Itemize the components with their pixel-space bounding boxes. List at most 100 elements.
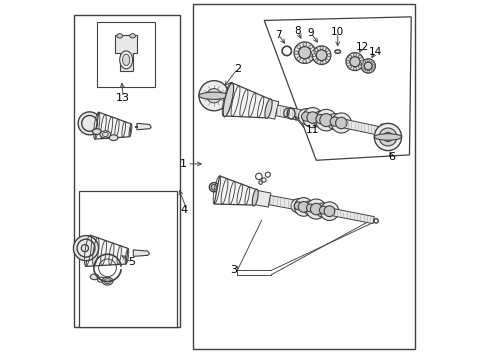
- Ellipse shape: [320, 202, 338, 221]
- Ellipse shape: [294, 202, 302, 210]
- Polygon shape: [137, 123, 151, 130]
- Ellipse shape: [315, 109, 336, 131]
- Ellipse shape: [319, 114, 332, 127]
- Ellipse shape: [373, 123, 401, 150]
- Ellipse shape: [319, 61, 323, 64]
- Ellipse shape: [120, 51, 132, 69]
- Ellipse shape: [102, 277, 113, 285]
- Ellipse shape: [199, 81, 228, 111]
- Ellipse shape: [361, 65, 363, 67]
- Polygon shape: [332, 209, 373, 224]
- Ellipse shape: [314, 49, 317, 51]
- Ellipse shape: [298, 109, 313, 125]
- Ellipse shape: [364, 62, 371, 70]
- Ellipse shape: [264, 99, 271, 118]
- Ellipse shape: [78, 112, 101, 135]
- Polygon shape: [264, 17, 410, 160]
- Text: 10: 10: [330, 27, 344, 37]
- Ellipse shape: [290, 199, 305, 213]
- Ellipse shape: [306, 204, 314, 212]
- Ellipse shape: [73, 235, 99, 261]
- Ellipse shape: [353, 53, 356, 56]
- Ellipse shape: [362, 69, 365, 71]
- Ellipse shape: [310, 203, 321, 215]
- Ellipse shape: [348, 55, 351, 58]
- Ellipse shape: [301, 112, 310, 121]
- Ellipse shape: [296, 45, 300, 49]
- Polygon shape: [115, 35, 137, 71]
- Ellipse shape: [334, 50, 340, 53]
- Text: 8: 8: [294, 26, 300, 36]
- Ellipse shape: [358, 55, 361, 58]
- Polygon shape: [219, 92, 238, 104]
- Text: 9: 9: [307, 28, 313, 38]
- Ellipse shape: [293, 42, 315, 63]
- Ellipse shape: [209, 183, 218, 192]
- Text: 12: 12: [355, 42, 368, 52]
- Text: 3: 3: [230, 265, 237, 275]
- Ellipse shape: [312, 111, 328, 127]
- Ellipse shape: [360, 59, 375, 73]
- Ellipse shape: [378, 128, 396, 146]
- Ellipse shape: [346, 60, 349, 63]
- Ellipse shape: [312, 46, 330, 64]
- Ellipse shape: [223, 83, 233, 117]
- Ellipse shape: [330, 113, 351, 133]
- Polygon shape: [85, 235, 128, 266]
- Ellipse shape: [100, 131, 110, 138]
- Text: 4: 4: [180, 206, 187, 216]
- Ellipse shape: [370, 61, 373, 63]
- Ellipse shape: [252, 189, 258, 206]
- Ellipse shape: [316, 50, 326, 60]
- Ellipse shape: [298, 202, 308, 212]
- Bar: [79, 191, 177, 327]
- Polygon shape: [275, 105, 302, 121]
- Bar: [74, 15, 180, 327]
- Polygon shape: [214, 176, 256, 205]
- Ellipse shape: [315, 114, 325, 124]
- Text: 2: 2: [233, 64, 241, 74]
- Text: 11: 11: [305, 125, 318, 135]
- Ellipse shape: [353, 67, 356, 70]
- Text: 6: 6: [387, 152, 394, 162]
- Ellipse shape: [306, 112, 318, 123]
- Ellipse shape: [308, 45, 312, 49]
- Ellipse shape: [296, 57, 300, 60]
- Ellipse shape: [206, 89, 221, 103]
- Ellipse shape: [366, 70, 369, 73]
- Polygon shape: [254, 190, 270, 207]
- Ellipse shape: [302, 59, 306, 63]
- Text: 1: 1: [180, 159, 187, 169]
- Ellipse shape: [325, 59, 328, 62]
- Ellipse shape: [348, 65, 351, 68]
- Text: 7: 7: [275, 30, 281, 40]
- Ellipse shape: [372, 65, 374, 67]
- Ellipse shape: [294, 198, 312, 216]
- Ellipse shape: [90, 274, 99, 280]
- Ellipse shape: [319, 206, 326, 214]
- Ellipse shape: [305, 199, 325, 219]
- Ellipse shape: [360, 60, 363, 63]
- Ellipse shape: [312, 54, 315, 57]
- Ellipse shape: [308, 57, 312, 60]
- Ellipse shape: [311, 51, 314, 55]
- Ellipse shape: [109, 135, 118, 140]
- Polygon shape: [344, 120, 377, 135]
- Ellipse shape: [373, 134, 401, 140]
- Ellipse shape: [319, 46, 323, 49]
- Text: 13: 13: [116, 93, 130, 103]
- Ellipse shape: [211, 184, 217, 190]
- Ellipse shape: [362, 61, 365, 63]
- Ellipse shape: [294, 51, 298, 55]
- Ellipse shape: [129, 34, 135, 38]
- Ellipse shape: [366, 59, 369, 62]
- Polygon shape: [268, 195, 295, 209]
- Ellipse shape: [92, 129, 101, 134]
- Ellipse shape: [349, 57, 359, 67]
- Ellipse shape: [199, 92, 228, 99]
- Polygon shape: [95, 112, 131, 139]
- Ellipse shape: [122, 54, 129, 66]
- Ellipse shape: [314, 59, 317, 62]
- Bar: [192, 4, 414, 348]
- Polygon shape: [133, 250, 149, 256]
